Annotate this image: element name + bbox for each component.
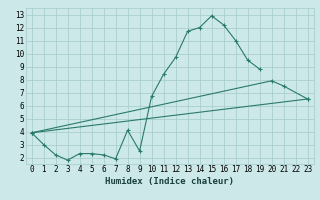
- X-axis label: Humidex (Indice chaleur): Humidex (Indice chaleur): [105, 177, 234, 186]
